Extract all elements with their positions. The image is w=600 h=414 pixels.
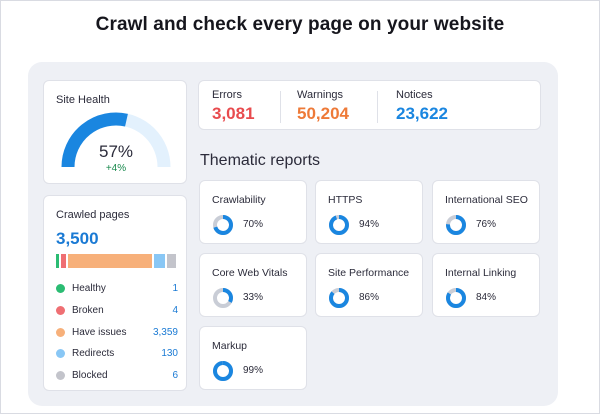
crawled-pages-card[interactable]: Crawled pages 3,500 Healthy 1 Broken 4 H… bbox=[43, 195, 187, 391]
legend-row-redirects[interactable]: Redirects 130 bbox=[56, 343, 178, 365]
legend-row-blocked[interactable]: Blocked 6 bbox=[56, 365, 178, 387]
legend-label: Redirects bbox=[72, 348, 115, 360]
progress-ring-icon bbox=[329, 288, 349, 308]
healthy-dot bbox=[56, 284, 65, 294]
report-label: Internal Linking bbox=[445, 267, 517, 279]
crawled-pages-bar bbox=[56, 254, 176, 268]
progress-ring-icon bbox=[446, 215, 466, 235]
warnings-label: Warnings bbox=[297, 89, 344, 101]
ring-fill bbox=[213, 288, 233, 308]
report-value: 33% bbox=[243, 292, 264, 303]
notices-value: 23,622 bbox=[396, 104, 448, 123]
progress-ring-icon bbox=[213, 288, 233, 308]
ring-fill bbox=[329, 215, 349, 235]
report-label: Markup bbox=[212, 340, 248, 352]
issues-summary-card: Errors 3,081 Warnings 50,204 Notices 23,… bbox=[198, 80, 541, 130]
site-health-card[interactable]: Site Health 57% +4% bbox=[43, 80, 187, 184]
ring-fill bbox=[213, 215, 233, 235]
bar-segment-have-issues bbox=[67, 254, 155, 268]
ring-fill bbox=[446, 215, 466, 235]
legend-row-have-issues[interactable]: Have issues 3,359 bbox=[56, 321, 178, 343]
broken-dot bbox=[56, 306, 65, 316]
bar-segment-broken bbox=[61, 254, 68, 268]
divider bbox=[280, 91, 281, 123]
warnings-value: 50,204 bbox=[297, 104, 349, 123]
legend-row-broken[interactable]: Broken 4 bbox=[56, 300, 178, 322]
report-label: HTTPS bbox=[328, 194, 363, 206]
report-card-markup[interactable]: Markup 99% bbox=[199, 326, 307, 390]
report-label: Crawlability bbox=[212, 194, 266, 206]
ring-fill bbox=[446, 288, 466, 308]
report-card-core-web-vitals[interactable]: Core Web Vitals 33% bbox=[199, 253, 307, 317]
site-health-label: Site Health bbox=[56, 94, 110, 106]
divider bbox=[377, 91, 378, 123]
notices-stat[interactable]: Notices 23,622 bbox=[396, 89, 448, 124]
legend-label: Healthy bbox=[72, 283, 106, 295]
ring-fill bbox=[213, 361, 233, 381]
errors-stat[interactable]: Errors 3,081 bbox=[212, 89, 255, 124]
page-headline: Crawl and check every page on your websi… bbox=[95, 14, 505, 35]
thematic-reports-title: Thematic reports bbox=[200, 152, 321, 169]
report-card-international-seo[interactable]: International SEO 76% bbox=[432, 180, 540, 244]
report-value: 99% bbox=[243, 365, 264, 376]
report-value: 86% bbox=[359, 292, 380, 303]
bar-segment-redirects bbox=[154, 254, 167, 268]
warnings-stat[interactable]: Warnings 50,204 bbox=[297, 89, 349, 124]
redirects-dot bbox=[56, 349, 65, 359]
report-value: 76% bbox=[476, 219, 497, 230]
legend-label: Broken bbox=[72, 305, 104, 317]
crawled-pages-label: Crawled pages bbox=[56, 209, 130, 221]
report-card-site-performance[interactable]: Site Performance 86% bbox=[315, 253, 423, 317]
legend-count: 130 bbox=[161, 348, 178, 360]
have-issues-dot bbox=[56, 327, 65, 337]
errors-value: 3,081 bbox=[212, 104, 255, 123]
site-health-gauge bbox=[61, 112, 171, 168]
bar-segment-blocked bbox=[166, 254, 176, 268]
report-value: 70% bbox=[243, 219, 264, 230]
legend-row-healthy[interactable]: Healthy 1 bbox=[56, 278, 178, 300]
blocked-dot bbox=[56, 371, 65, 381]
legend-count: 1 bbox=[172, 283, 178, 295]
legend-count: 4 bbox=[172, 305, 178, 317]
progress-ring-icon bbox=[213, 361, 233, 381]
site-health-delta: +4% bbox=[105, 163, 127, 174]
site-health-value: 57% bbox=[98, 142, 134, 161]
gauge-fill bbox=[61, 112, 128, 168]
crawled-pages-legend: Healthy 1 Broken 4 Have issues 3,359 Red… bbox=[56, 278, 178, 386]
legend-count: 6 bbox=[172, 370, 178, 382]
report-value: 94% bbox=[359, 219, 380, 230]
report-value: 84% bbox=[476, 292, 497, 303]
crawled-pages-total: 3,500 bbox=[56, 229, 99, 248]
bar-segment-healthy bbox=[56, 254, 62, 268]
notices-label: Notices bbox=[396, 89, 433, 101]
report-label: International SEO bbox=[445, 194, 528, 206]
progress-ring-icon bbox=[213, 215, 233, 235]
ring-fill bbox=[329, 288, 349, 308]
report-card-internal-linking[interactable]: Internal Linking 84% bbox=[432, 253, 540, 317]
legend-count: 3,359 bbox=[152, 326, 178, 338]
report-card-crawlability[interactable]: Crawlability 70% bbox=[199, 180, 307, 244]
progress-ring-icon bbox=[446, 288, 466, 308]
progress-ring-icon bbox=[329, 215, 349, 235]
report-label: Core Web Vitals bbox=[212, 267, 288, 279]
report-label: Site Performance bbox=[328, 267, 410, 279]
legend-label: Have issues bbox=[72, 326, 127, 338]
report-card-https[interactable]: HTTPS 94% bbox=[315, 180, 423, 244]
legend-label: Blocked bbox=[72, 370, 108, 382]
errors-label: Errors bbox=[212, 89, 242, 101]
